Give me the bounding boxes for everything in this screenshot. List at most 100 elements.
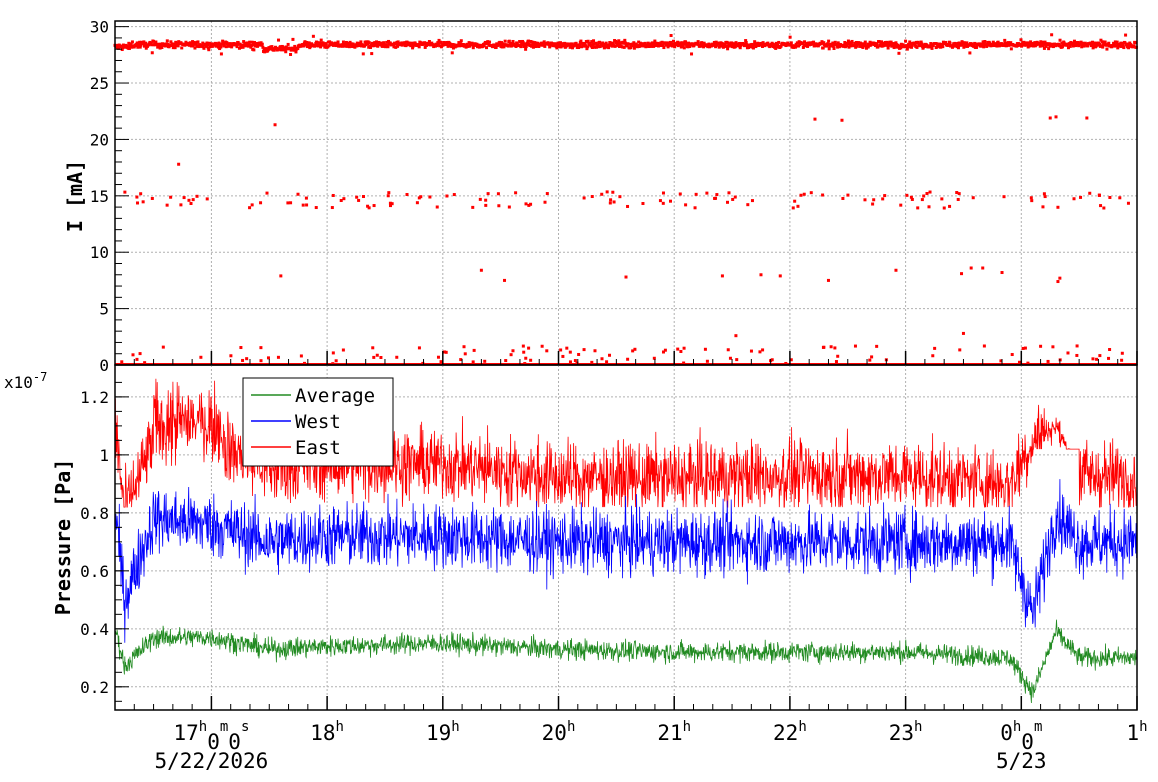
- current-point: [142, 40, 146, 44]
- current-point: [617, 39, 621, 43]
- current-point: [141, 42, 145, 46]
- current-point: [191, 198, 195, 202]
- current-point: [439, 360, 443, 364]
- current-point: [1108, 195, 1112, 199]
- current-point: [1026, 41, 1030, 45]
- current-point: [465, 42, 469, 46]
- current-point: [605, 190, 609, 194]
- current-point: [441, 43, 445, 47]
- current-point: [339, 198, 343, 202]
- current-point: [284, 50, 288, 54]
- current-point: [1072, 39, 1076, 43]
- current-point: [881, 44, 885, 48]
- current-point: [521, 41, 525, 45]
- current-point: [956, 197, 960, 201]
- current-outlier-point: [720, 274, 724, 278]
- current-point: [518, 40, 522, 44]
- current-point: [786, 41, 790, 45]
- current-point: [563, 41, 567, 45]
- current-point: [372, 204, 376, 208]
- current-point: [144, 41, 148, 45]
- current-point: [1081, 41, 1085, 45]
- current-point: [942, 206, 946, 210]
- current-point: [1043, 195, 1047, 199]
- time-tick-label-part: 19: [426, 721, 451, 745]
- current-point: [319, 38, 323, 42]
- current-point: [439, 40, 443, 44]
- current-point: [556, 41, 560, 45]
- current-point: [642, 44, 646, 48]
- current-point: [679, 349, 683, 353]
- current-point: [377, 40, 381, 44]
- current-point: [905, 193, 909, 197]
- current-point: [671, 39, 675, 43]
- current-point: [674, 43, 678, 47]
- current-point: [980, 42, 984, 46]
- current-point: [668, 199, 672, 203]
- current-point: [1030, 44, 1034, 48]
- current-point: [893, 44, 897, 48]
- current-point: [494, 45, 498, 49]
- current-point: [883, 194, 887, 198]
- current-point: [756, 41, 760, 45]
- current-point: [1058, 38, 1062, 42]
- current-point: [1041, 40, 1045, 44]
- current-point: [366, 204, 370, 208]
- current-point: [498, 40, 502, 44]
- current-point: [241, 358, 245, 362]
- current-point: [331, 362, 335, 366]
- current-point: [369, 45, 372, 49]
- current-outlier-point: [759, 273, 763, 277]
- current-point: [276, 355, 280, 359]
- current-point: [831, 41, 835, 45]
- current-point: [898, 44, 902, 48]
- current-point: [522, 350, 526, 354]
- current-point: [129, 42, 133, 46]
- current-point: [188, 41, 192, 45]
- current-point: [482, 44, 486, 48]
- current-point: [846, 39, 850, 43]
- current-point: [595, 45, 599, 49]
- current-point: [529, 40, 533, 44]
- current-point: [892, 42, 896, 46]
- current-point: [303, 40, 307, 44]
- current-point: [726, 41, 730, 45]
- current-point: [897, 51, 901, 55]
- time-tick-label-part: 1: [1126, 721, 1139, 745]
- time-tick-label-part: 0: [1000, 721, 1013, 745]
- current-point: [543, 44, 547, 48]
- pressure-panel: 0.2 0.4 0.6 0.8 1 1.2 Pressure [Pa] x10-7: [4, 364, 1138, 711]
- current-point: [1043, 40, 1047, 44]
- current-point: [717, 45, 721, 49]
- current-point: [462, 345, 466, 349]
- current-point: [739, 43, 743, 47]
- current-point: [484, 198, 488, 202]
- current-point: [525, 41, 529, 45]
- current-point: [968, 51, 972, 55]
- current-point: [724, 44, 728, 48]
- time-tick-label-part: s: [241, 719, 249, 735]
- current-point: [995, 44, 999, 48]
- current-point: [520, 42, 524, 46]
- current-point: [1116, 46, 1120, 50]
- current-point: [120, 360, 124, 364]
- current-point: [221, 39, 225, 43]
- current-point: [396, 44, 400, 48]
- current-point: [622, 45, 626, 49]
- current-point: [590, 45, 594, 49]
- current-panel: 0 5 10 15 20 25 30 I [mA]: [63, 18, 1138, 375]
- current-point: [201, 45, 205, 49]
- current-point: [182, 196, 186, 200]
- current-point: [643, 41, 647, 45]
- current-point: [727, 191, 731, 195]
- current-point: [712, 40, 716, 44]
- current-point: [1080, 45, 1084, 49]
- current-point: [682, 361, 686, 365]
- current-point: [632, 41, 636, 45]
- current-point: [342, 197, 346, 201]
- current-point: [351, 42, 355, 46]
- current-point: [585, 47, 589, 51]
- current-point: [165, 203, 169, 207]
- time-tick-date: 5/23: [996, 749, 1047, 773]
